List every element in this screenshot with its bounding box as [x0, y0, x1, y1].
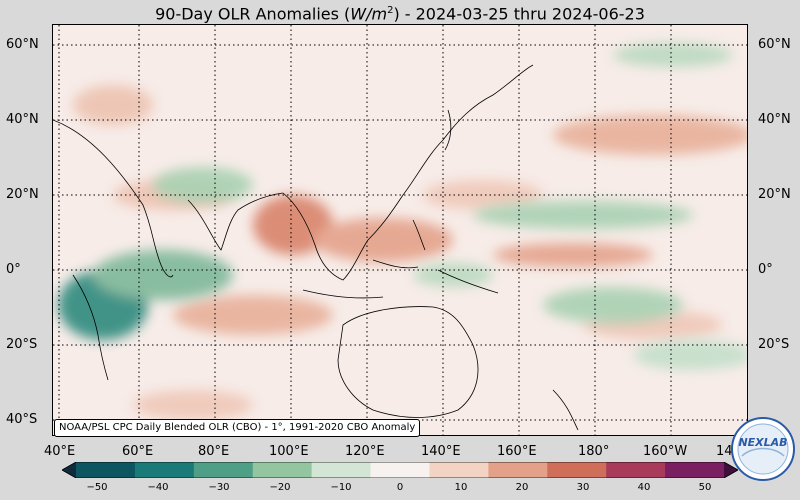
colorbar-tick-label: 40	[637, 482, 651, 493]
colorbar-tick-label: −30	[208, 482, 230, 493]
colorbar-tick-label: −10	[330, 482, 352, 493]
lat-label-left: 20°S	[6, 337, 38, 352]
colorbar-segment	[252, 462, 313, 478]
lat-label-left: 40°N	[6, 112, 39, 127]
lat-label-right: 0°	[758, 262, 773, 277]
svg-text:NEXLAB: NEXLAB	[738, 436, 787, 449]
lon-label: 160°E	[497, 444, 537, 459]
colorbar-segment	[429, 462, 489, 478]
lon-label: 40°E	[44, 444, 76, 459]
lat-label-left: 60°N	[6, 37, 39, 52]
map-panel	[52, 24, 748, 436]
map-title: 90-Day OLR Anomalies (W/m2) - 2024-03-25…	[155, 4, 645, 24]
colorbar-segment	[370, 462, 430, 478]
lat-label-right: 60°N	[758, 37, 791, 52]
lon-label: 14	[716, 444, 733, 459]
lat-label-right: 20°N	[758, 187, 791, 202]
colorbar-segment	[665, 462, 725, 478]
colorbar-tick-label: 10	[454, 482, 468, 493]
positive-anomaly-regions	[73, 85, 747, 420]
colorbar-segment	[76, 462, 136, 478]
colorbar-tick-label: 30	[576, 482, 590, 493]
colorbar-segment	[193, 462, 254, 478]
lat-label-right: 40°N	[758, 112, 791, 127]
lon-label: 140°E	[421, 444, 461, 459]
colorbar-tick-label: 0	[396, 482, 404, 493]
colorbar-segment	[311, 462, 372, 478]
nexlab-logo: NEXLAB	[731, 417, 795, 481]
lat-label-right: 20°S	[758, 337, 790, 352]
colorbar-tick-label: 50	[698, 482, 712, 493]
lon-label: 80°E	[198, 444, 230, 459]
lon-label: 100°E	[269, 444, 309, 459]
lat-label-left: 0°	[6, 262, 21, 277]
lat-label-left: 40°S	[6, 412, 38, 427]
colorbar-extend-high	[724, 462, 738, 478]
colorbar-segment	[488, 462, 548, 478]
colorbar-tick-label: −20	[269, 482, 291, 493]
data-source-note: NOAA/PSL CPC Daily Blended OLR (CBO) - 1…	[54, 419, 421, 437]
coastlines	[53, 64, 579, 431]
colorbar-extend-low	[62, 462, 76, 478]
colorbar	[62, 462, 738, 478]
colorbar-segment	[134, 462, 195, 478]
lon-label: 180°	[578, 444, 610, 459]
colorbar-segment	[606, 462, 666, 478]
colorbar-tick-label: 20	[515, 482, 529, 493]
lon-label: 160°W	[643, 444, 688, 459]
colorbar-segment	[547, 462, 607, 478]
colorbar-tick-label: −50	[86, 482, 108, 493]
olr-anomaly-field	[53, 25, 747, 435]
lon-label: 60°E	[122, 444, 154, 459]
lat-label-left: 20°N	[6, 187, 39, 202]
lon-label: 120°E	[345, 444, 385, 459]
colorbar-tick-label: −40	[147, 482, 169, 493]
